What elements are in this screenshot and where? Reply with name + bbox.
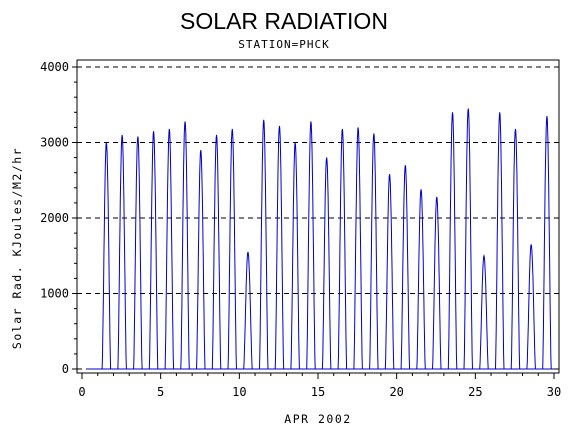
day-curve [159, 128, 176, 370]
day-curve [222, 128, 239, 370]
x-tick-label: 20 [389, 385, 403, 399]
day-curve [458, 108, 475, 370]
day-curve [490, 112, 506, 370]
x-tick-label: 5 [157, 385, 164, 399]
day-curve [380, 174, 396, 370]
day-curve [332, 128, 349, 370]
x-tick-label: 0 [78, 385, 85, 399]
y-tick-label: 0 [62, 362, 69, 376]
day-curve [427, 196, 444, 370]
day-curve [537, 116, 554, 370]
day-curve [238, 251, 255, 370]
day-curve [207, 134, 223, 370]
x-tick-label: 15 [311, 385, 325, 399]
x-tick-label: 30 [547, 385, 561, 399]
day-curve [395, 165, 412, 370]
day-curve [144, 131, 160, 370]
day-curve [364, 133, 381, 370]
day-curve [175, 121, 192, 370]
day-curve [443, 112, 459, 370]
day-curve [285, 142, 302, 370]
day-curve [521, 244, 538, 370]
x-axis-ticks: 0 5 10 15 20 25 30 [78, 373, 561, 399]
day-curve [254, 119, 270, 370]
day-curve [301, 121, 318, 370]
x-tick-label: 25 [468, 385, 482, 399]
x-axis-label: APR 2002 [284, 412, 351, 426]
chart-title: SOLAR RADIATION [180, 8, 388, 34]
y-axis-ticks: 0 1000 2000 3000 4000 [40, 60, 77, 376]
day-curve [128, 136, 145, 370]
series-lines [86, 108, 554, 370]
y-tick-label: 2000 [40, 211, 69, 225]
day-curve [411, 189, 428, 370]
day-curve [506, 128, 522, 370]
y-tick-label: 1000 [40, 287, 69, 301]
y-axis-label: Solar Rad. KJoules/M2/hr [10, 147, 24, 349]
day-curve [474, 253, 491, 370]
day-curve [348, 127, 365, 370]
day-curve [270, 125, 286, 370]
day-curve [96, 142, 113, 370]
day-curve [191, 150, 208, 370]
y-tick-label: 4000 [40, 60, 69, 74]
y-tick-label: 3000 [40, 136, 69, 150]
chart-subtitle: STATION=PHCK [238, 38, 329, 51]
day-curve [112, 134, 129, 370]
x-tick-label: 10 [232, 385, 246, 399]
day-curve [317, 157, 333, 370]
